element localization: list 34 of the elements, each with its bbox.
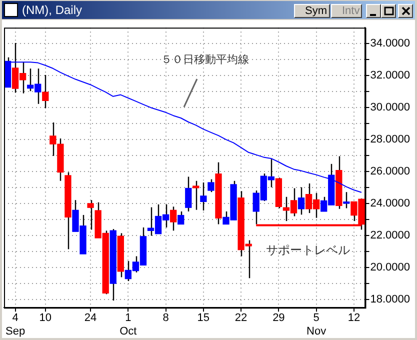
candlestick xyxy=(200,182,207,212)
candlestick xyxy=(170,206,177,232)
x-tick-label: 8 xyxy=(162,312,169,324)
candlestick xyxy=(178,210,184,225)
candlestick xyxy=(185,176,192,212)
x-tick-label: 5 Nov xyxy=(306,312,327,338)
y-tick-label: 32.0000 xyxy=(370,70,410,82)
candlestick xyxy=(298,186,305,216)
text: Intv xyxy=(331,4,362,18)
x-tick-label: 22 xyxy=(234,312,248,324)
annotation: ５０日移動平均線 xyxy=(161,52,249,67)
text: Sym xyxy=(294,4,330,18)
annotation: サポートレベル xyxy=(266,242,350,259)
y-tick-label: 26.0000 xyxy=(370,166,410,178)
candlestick xyxy=(208,178,214,193)
y-tick-label: 30.0000 xyxy=(370,102,410,114)
y-tick-label: 34.0000 xyxy=(370,38,410,50)
y-tick-label: 22.0000 xyxy=(370,230,410,242)
chart-title: (NM), Daily xyxy=(22,3,82,17)
x-tick-label: 4 Sep xyxy=(6,312,26,338)
y-tick-label: 18.0000 xyxy=(370,294,410,306)
candlestick xyxy=(343,191,350,209)
candlestick xyxy=(42,74,49,109)
x-tick-label: 10 xyxy=(39,312,52,324)
candlestick xyxy=(192,180,200,210)
x-tick-label: 15 xyxy=(197,312,210,324)
x-tick-label: 12 xyxy=(348,312,360,324)
x-tick-label: 1 Oct xyxy=(120,312,137,338)
y-tick-label: 20.0000 xyxy=(370,262,410,274)
y-tick-label: 24.0000 xyxy=(370,198,410,210)
candlestick xyxy=(87,199,94,230)
y-tick-label: 28.0000 xyxy=(370,134,410,146)
x-tick-label: 24 xyxy=(84,312,97,324)
x-tick-label: 29 xyxy=(272,312,285,324)
